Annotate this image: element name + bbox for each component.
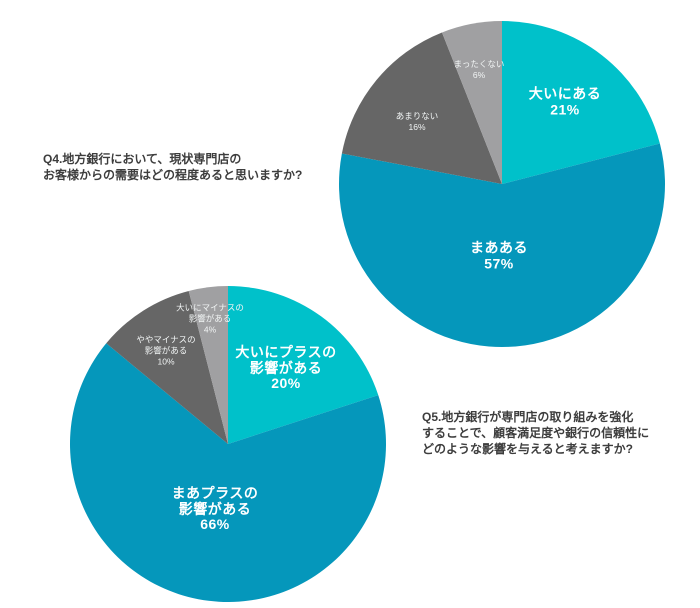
slice-label-text: 大いにある <box>528 85 602 102</box>
question-q5-line: することで、顧客満足度や銀行の信頼性に <box>422 426 650 440</box>
slice-value-label: 20% <box>271 374 301 391</box>
slice-value-label: 6% <box>472 70 486 80</box>
pie-chart-q4-demand <box>339 21 666 348</box>
pie-slice <box>341 32 502 185</box>
slice-label-text: あまりない <box>395 111 439 121</box>
slice-value-label: 10% <box>157 356 175 367</box>
question-q4-line: Q4.地方銀行において、現状専門店の <box>43 152 242 166</box>
q5-slice-label-some-positive: まあプラスの 影響がある 66% <box>171 484 259 533</box>
q4-slice-label-little-demand: あまりない 16% <box>396 111 439 133</box>
q5-slice-label-strong-positive: 大いにプラスの 影響がある 20% <box>235 343 337 392</box>
question-q4: Q4.地方銀行において、現状専門店の お客様からの需要はどの程度あると思いますか… <box>43 151 302 183</box>
slice-value-label: 16% <box>408 122 426 132</box>
slice-value-label: 66% <box>200 515 230 532</box>
pie-slice <box>442 21 502 184</box>
slice-label-text: 大いにマイナスの <box>176 302 244 313</box>
pie-slice <box>106 290 228 444</box>
q5-slice-label-strong-negative: 大いにマイナスの 影響がある 4% <box>176 303 244 336</box>
question-q5-line: Q5.地方銀行が専門店の取り組みを強化 <box>422 410 634 424</box>
q5-slice-label-slight-negative: ややマイナスの 影響がある 10% <box>136 335 195 368</box>
slice-label-text: 影響がある <box>178 500 252 517</box>
question-q5-line: どのような影響を与えると考えますか? <box>422 442 633 456</box>
pie-slice <box>339 143 666 348</box>
slice-value-label: 57% <box>484 255 514 271</box>
pie-slice <box>188 286 228 444</box>
slice-label-text: 大いにプラスの <box>235 343 337 360</box>
q4-slice-label-no-demand: まったくない 6% <box>454 59 505 81</box>
slice-label-text: まったくない <box>453 59 505 69</box>
q4-slice-label-strong-demand: 大いにある 21% <box>528 85 602 118</box>
slice-label-text: 影響がある <box>144 345 188 356</box>
slice-label-text: 影響がある <box>188 313 232 324</box>
pie-slice <box>70 343 387 603</box>
pie-slice <box>228 286 379 444</box>
pie-chart-q5-impact <box>70 286 387 603</box>
slice-label-text: まあプラスの <box>171 484 259 501</box>
slice-value-label: 21% <box>550 101 580 117</box>
slice-label-text: 影響がある <box>249 359 323 376</box>
slice-label-text: ややマイナスの <box>136 334 196 345</box>
question-q4-line: お客様からの需要はどの程度あると思いますか? <box>43 168 303 182</box>
q4-slice-label-some-demand: まあある 57% <box>470 239 528 272</box>
slice-label-text: まあある <box>470 239 528 256</box>
slice-value-label: 4% <box>203 324 217 335</box>
pie-slice <box>502 21 660 184</box>
question-q5: Q5.地方銀行が専門店の取り組みを強化 することで、顧客満足度や銀行の信頼性に … <box>422 409 649 457</box>
